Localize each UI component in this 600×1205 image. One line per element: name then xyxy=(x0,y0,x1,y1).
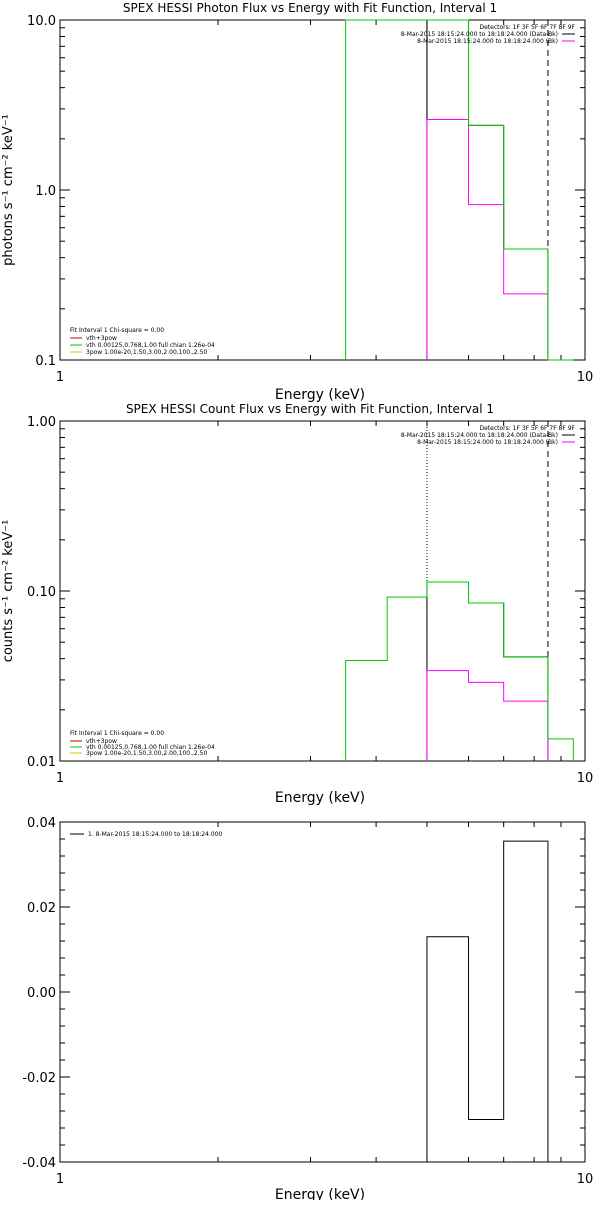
residuals-ytick-label: 0.02 xyxy=(27,901,56,916)
photon-fit-note: Fit Interval 1 Chi-square = 0.00 xyxy=(70,327,164,334)
residuals-ytick-label: -0.04 xyxy=(22,1156,56,1171)
count-series-0 xyxy=(426,581,549,761)
count-data-bk-note: 8-Mar-2015 18:15:24.000 to 18:18:24.000 … xyxy=(401,432,558,439)
count-xtick-label: 1 xyxy=(56,771,64,786)
photon-xtick-label: 1 xyxy=(56,370,64,385)
photon-detectors-note: Detectors: 1F 3F 5F 6F 7F 8F 9F xyxy=(479,24,575,31)
count-series-1 xyxy=(426,670,549,761)
count-plot-frame xyxy=(59,420,586,762)
count-3pow-note: 3pow 1.00e-20,1.50,3.00,2.00,100.,2.50 xyxy=(86,750,207,757)
count-series-2 xyxy=(345,581,549,761)
photon-x-axis-label: Energy (keV) xyxy=(275,387,365,403)
count-xtick-label: 10 xyxy=(577,771,594,786)
photon-series-2 xyxy=(345,19,549,360)
residuals-plot-frame xyxy=(59,821,586,1163)
residuals-xtick-label: 10 xyxy=(577,1172,594,1187)
photon-data-layer xyxy=(59,19,585,361)
count-y-axis-label: counts s⁻¹ cm⁻² keV⁻¹ xyxy=(1,520,16,663)
count-bottom-notes: Fit Interval 1 Chi-square = 0.00 vth+3po… xyxy=(70,730,215,757)
photon-ytick-label: 10.0 xyxy=(27,14,56,29)
photon-bk-note: 8-Mar-2015 18:15:24.000 to 18:18:24.000 … xyxy=(417,38,558,45)
photon-ytick-label: 1.0 xyxy=(35,184,56,199)
photon-series-1 xyxy=(426,118,549,360)
residuals-data-layer xyxy=(59,821,585,1163)
photon-3pow-note: 3pow 1.00e-20,1.50,3.00,2.00,100.,2.50 xyxy=(86,349,207,356)
residuals-series-0 xyxy=(426,840,549,1162)
photon-plot-frame xyxy=(59,19,586,361)
count-flux-panel: SPEX HESSI Count Flux vs Energy with Fit… xyxy=(1,402,593,806)
residuals-panel: 1. 8-Mar-2015 18:15:24.000 to 18:18:24.0… xyxy=(22,816,594,1203)
residuals-x-axis-label: Energy (keV) xyxy=(275,1187,365,1200)
photon-vth-note: vth 0.00125,0.768,1.00 full chian 1.26e-… xyxy=(86,342,215,349)
count-fit-note: Fit Interval 1 Chi-square = 0.00 xyxy=(70,730,164,737)
residuals-ytick-label: 0.04 xyxy=(27,816,56,831)
count-model-note: vth+3pow xyxy=(86,738,117,745)
count-ytick-label: 1.00 xyxy=(27,415,56,430)
count-top-notes: Detectors: 1F 3F 5F 6F 7F 8F 9F 8-Mar-20… xyxy=(401,425,576,446)
count-vth-note: vth 0.00125,0.768,1.00 full chian 1.26e-… xyxy=(86,744,215,751)
count-ytick-label: 0.01 xyxy=(27,755,56,770)
photon-ytick-label: 0.1 xyxy=(35,354,56,369)
residuals-ytick-label: 0.00 xyxy=(27,986,56,1001)
residuals-legend: 1. 8-Mar-2015 18:15:24.000 to 18:18:24.0… xyxy=(88,831,223,838)
photon-model-note: vth+3pow xyxy=(86,335,117,342)
count-ytick-label: 0.10 xyxy=(27,585,56,600)
photon-flux-panel: SPEX HESSI Photon Flux vs Energy with Fi… xyxy=(1,1,593,403)
count-chart-title: SPEX HESSI Count Flux vs Energy with Fit… xyxy=(126,402,494,416)
count-detectors-note: Detectors: 1F 3F 5F 6F 7F 8F 9F xyxy=(479,425,575,432)
photon-series-0 xyxy=(426,19,549,360)
photon-y-axis-label: photons s⁻¹ cm⁻² keV⁻¹ xyxy=(1,114,16,266)
residuals-xtick-label: 1 xyxy=(56,1172,64,1187)
photon-bottom-notes: Fit Interval 1 Chi-square = 0.00 vth+3po… xyxy=(70,327,215,356)
photon-data-bk-note: 8-Mar-2015 18:15:24.000 to 18:18:24.000 … xyxy=(401,31,558,38)
count-x-axis-label: Energy (keV) xyxy=(275,790,365,806)
count-bk-note: 8-Mar-2015 18:15:24.000 to 18:18:24.000 … xyxy=(417,439,558,446)
photon-chart-title: SPEX HESSI Photon Flux vs Energy with Fi… xyxy=(123,1,497,15)
count-data-layer xyxy=(59,420,585,762)
count-series-2-tail xyxy=(547,738,574,761)
photon-xtick-label: 10 xyxy=(577,370,594,385)
residuals-ytick-label: -0.02 xyxy=(22,1071,56,1086)
photon-top-notes: Detectors: 1F 3F 5F 6F 7F 8F 9F 8-Mar-20… xyxy=(401,24,576,45)
